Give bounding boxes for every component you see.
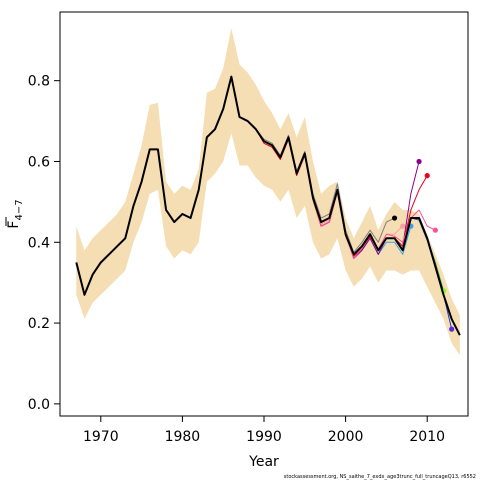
footer-note: stockassessment.org, NS_saithe_7_exdx_ag… xyxy=(284,474,476,480)
x-tick-label-1990: 1990 xyxy=(246,429,282,445)
y-tick-label-0: 0.0 xyxy=(28,397,50,413)
x-tick-label-2010: 2010 xyxy=(409,429,445,445)
series-end-point-4 xyxy=(416,158,422,165)
x-tick-label-1980: 1980 xyxy=(165,429,201,445)
series-end-point-1 xyxy=(391,215,398,221)
axes: 1970 1980 1990 2000 2010 0.0 0.2 0.4 0.6 0.8 xyxy=(28,74,445,445)
series-end-point-5 xyxy=(424,173,430,179)
x-tick-label-2000: 2000 xyxy=(328,429,364,445)
x-axis-title: Year xyxy=(248,454,279,470)
plot-area xyxy=(75,28,461,356)
series-end-point-2 xyxy=(400,223,406,229)
x-tick-label-1970: 1970 xyxy=(83,429,119,445)
y-tick-label-0.2: 0.2 xyxy=(28,316,50,332)
y-axis-title: F4−7 xyxy=(5,199,25,229)
y-tick-label-0.6: 0.6 xyxy=(28,154,50,170)
y-tick-label-0.4: 0.4 xyxy=(28,235,50,251)
series-line-0 xyxy=(75,75,461,336)
series-end-point-6 xyxy=(432,227,438,233)
y-tick-label-0.8: 0.8 xyxy=(28,74,50,90)
confidence-band xyxy=(76,28,460,356)
y-axis-title-main: F xyxy=(6,221,22,229)
svg-text:F4−7: F4−7 xyxy=(6,199,25,228)
series-end-point-8 xyxy=(449,326,455,332)
y-axis-title-subscript: 4−7 xyxy=(14,199,25,220)
